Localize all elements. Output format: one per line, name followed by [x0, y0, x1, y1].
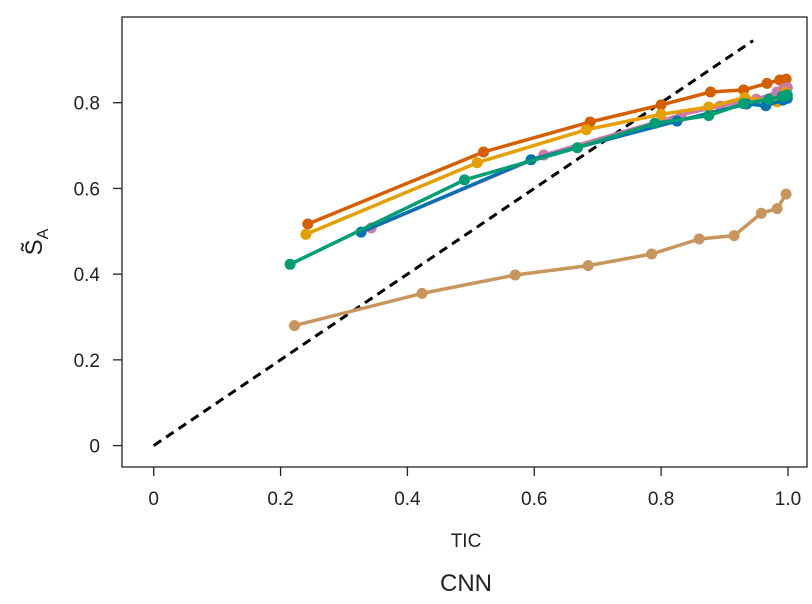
y-tick-label: 0.2	[74, 351, 100, 372]
series-3-point	[300, 228, 312, 240]
y-axis-label: S̃A	[21, 228, 52, 255]
series-5-point	[763, 93, 775, 105]
x-tick-label: 1.0	[775, 489, 801, 510]
series-5-point	[571, 142, 583, 154]
series-1-point	[761, 77, 773, 89]
series-6-point	[693, 233, 705, 245]
series-5-point	[459, 174, 470, 186]
series-1	[302, 73, 792, 230]
series-6-point	[582, 260, 594, 272]
series-layer	[284, 73, 793, 332]
series-1-point	[302, 218, 314, 230]
plot-frame	[121, 16, 808, 468]
series-1-point	[478, 146, 489, 158]
series-3-point	[580, 124, 592, 136]
series-5-point	[738, 98, 750, 110]
x-tick-label: 0.6	[521, 489, 547, 510]
series-6-point	[509, 269, 521, 281]
series-3-point	[703, 101, 715, 113]
y-tick-label: 0.6	[74, 179, 100, 200]
series-6-line	[292, 192, 788, 328]
series-5	[284, 89, 793, 270]
x-ticks: 0 0.2 0.4 0.6 0.8 1.0	[148, 467, 801, 510]
svg-text:S̃A: S̃A	[21, 228, 52, 255]
series-1-point	[655, 99, 667, 111]
y-axis-label-main: S̃	[21, 239, 48, 255]
series-3-point	[655, 108, 667, 120]
series-6-point	[646, 248, 658, 260]
series-5-point	[703, 110, 715, 122]
x-tick-label: 0	[148, 489, 159, 510]
series-5-point	[284, 258, 296, 270]
series-4-line	[359, 96, 790, 234]
x-tick-label: 0.4	[394, 489, 421, 510]
series-4	[355, 92, 793, 238]
x-axis-label: TIC	[451, 531, 482, 552]
x-tick-label: 0.8	[648, 489, 674, 510]
series-6-point	[728, 230, 740, 242]
series-5-point	[781, 89, 793, 101]
series-3-point	[471, 157, 483, 169]
y-ticks: 0 0.2 0.4 0.6 0.8	[74, 94, 122, 458]
y-axis-label-subscript: A	[35, 228, 52, 239]
series-6-point	[771, 203, 783, 215]
series-6-point	[416, 287, 428, 299]
series-5-point	[649, 117, 661, 129]
chart-title: CNN	[440, 570, 492, 597]
series-1-point	[705, 86, 717, 98]
series-1-point	[780, 73, 792, 85]
series-6	[289, 188, 792, 332]
y-tick-label: 0.8	[74, 94, 100, 115]
y-tick-label: 0	[89, 437, 100, 458]
series-6-point	[780, 188, 792, 200]
x-tick-label: 0.2	[267, 489, 293, 510]
series-6-point	[289, 320, 300, 332]
series-6-point	[755, 207, 767, 219]
y-tick-label: 0.4	[74, 265, 101, 286]
